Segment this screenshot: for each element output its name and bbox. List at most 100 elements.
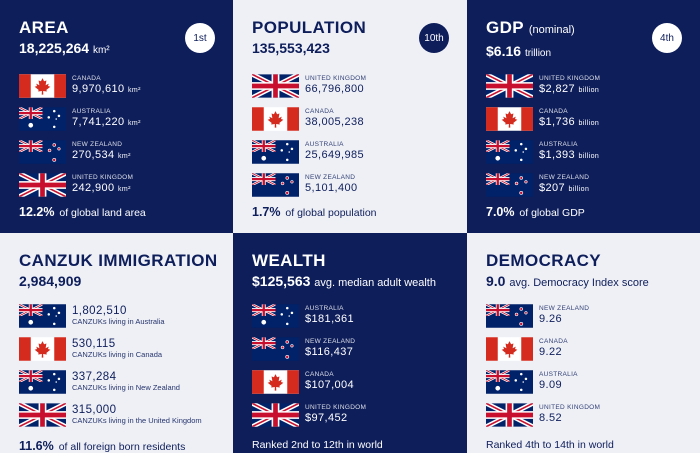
country-label: AUSTRALIA: [305, 140, 344, 148]
country-label: NEW ZEALAND: [72, 140, 123, 148]
immigration-panel: CANZUK IMMIGRATION 2,984,909 1,802,510 CA…: [0, 233, 233, 453]
population-panel: POPULATION 135,553,423 10th UNITED KINGD…: [233, 0, 467, 233]
country-value: 9.09: [539, 378, 563, 391]
country-label: UNITED KINGDOM: [305, 74, 367, 82]
country-list: UNITED KINGDOM 66,796,800 CANADA 38,005,23…: [252, 69, 463, 201]
panel-total: 2,984,909: [19, 273, 82, 289]
list-item: AUSTRALIA $181,361: [252, 299, 463, 332]
list-item: NEW ZEALAND 270,534 km²: [19, 135, 229, 168]
panel-footer: 7.0% of global GDP: [486, 205, 585, 219]
country-list: 1,802,510 CANZUKs living in Australia 530…: [19, 299, 229, 431]
list-item: UNITED KINGDOM $97,452: [252, 398, 463, 431]
united-kingdom-flag-icon: [486, 403, 533, 427]
country-list: AUSTRALIA $181,361 NEW ZEALAND $116,437 CA…: [252, 299, 463, 431]
total-caption: avg. median adult wealth: [314, 277, 436, 289]
country-list: UNITED KINGDOM $2,827 billion CANADA $1,73…: [486, 69, 696, 201]
new-zealand-flag-icon: [19, 140, 66, 164]
country-value: $181,361: [305, 312, 355, 325]
new-zealand-flag-icon: [252, 337, 299, 361]
united-kingdom-flag-icon: [252, 403, 299, 427]
total-unit: km²: [92, 45, 110, 56]
country-value: 66,796,800: [305, 82, 365, 95]
list-item: 337,284 CANZUKs living in New Zealand: [19, 365, 229, 398]
residents-value: 1,802,510: [72, 305, 127, 318]
canada-flag-icon: [19, 74, 66, 98]
country-label: CANADA: [539, 337, 568, 345]
list-item: AUSTRALIA $1,393 billion: [486, 135, 696, 168]
list-item: NEW ZEALAND $207 billion: [486, 168, 696, 201]
country-label: CANADA: [305, 107, 334, 115]
country-value: $97,452: [305, 411, 348, 424]
country-label: UNITED KINGDOM: [539, 403, 601, 411]
australia-flag-icon: [252, 304, 299, 328]
country-value: $116,437: [305, 345, 354, 358]
country-value: $1,393 billion: [539, 148, 600, 161]
list-item: AUSTRALIA 25,649,985: [252, 135, 463, 168]
united-kingdom-flag-icon: [19, 403, 66, 427]
united-kingdom-flag-icon: [252, 74, 299, 98]
country-value: $207 billion: [539, 181, 590, 194]
panel-title: GDP (nominal): [486, 18, 575, 37]
residents-desc: CANZUKs living in the United Kingdom: [72, 416, 202, 426]
panel-total: 135,553,423: [252, 40, 330, 56]
country-value: $2,827 billion: [539, 82, 600, 95]
country-value: 9,970,610 km²: [72, 82, 141, 95]
country-label: NEW ZEALAND: [539, 173, 590, 181]
united-kingdom-flag-icon: [486, 74, 533, 98]
country-value: 5,101,400: [305, 181, 358, 194]
residents-desc: CANZUKs living in Canada: [72, 350, 163, 360]
list-item: AUSTRALIA 7,741,220 km²: [19, 102, 229, 135]
total-value: 18,225,264: [19, 40, 90, 56]
list-item: NEW ZEALAND 9.26: [486, 299, 696, 332]
list-item: CANADA $107,004: [252, 365, 463, 398]
country-label: CANADA: [305, 370, 334, 378]
united-kingdom-flag-icon: [19, 173, 66, 197]
panel-total: 18,225,264 km²: [19, 40, 233, 59]
australia-flag-icon: [486, 140, 533, 164]
panel-total: 9.0 avg. Democracy Index score: [486, 273, 700, 291]
australia-flag-icon: [19, 304, 66, 328]
panel-total: $6.16 trillion: [486, 43, 700, 62]
canada-flag-icon: [486, 337, 533, 361]
total-unit: trillion: [524, 48, 552, 59]
country-label: AUSTRALIA: [305, 304, 344, 312]
total-value: 9.0: [486, 273, 506, 289]
list-item: UNITED KINGDOM 8.52: [486, 398, 696, 431]
residents-value: 337,284: [72, 371, 117, 384]
residents-value: 315,000: [72, 404, 117, 417]
total-value: $6.16: [486, 43, 522, 59]
area-panel: AREA 18,225,264 km² 1st CANADA 9,970,610 …: [0, 0, 233, 233]
panel-title: CANZUK IMMIGRATION: [19, 251, 218, 270]
country-label: CANADA: [72, 74, 101, 82]
canada-flag-icon: [252, 370, 299, 394]
list-item: CANADA $1,736 billion: [486, 102, 696, 135]
rank-badge: 4th: [652, 23, 682, 53]
panel-footer: 11.6% of all foreign born residents: [19, 439, 186, 453]
list-item: CANADA 9.22: [486, 332, 696, 365]
panel-footer: Ranked 4th to 14th in world: [486, 439, 614, 451]
canada-flag-icon: [252, 107, 299, 131]
panel-footer: Ranked 2nd to 12th in world: [252, 439, 383, 451]
australia-flag-icon: [486, 370, 533, 394]
country-value: 25,649,985: [305, 148, 365, 161]
country-label: UNITED KINGDOM: [72, 173, 134, 181]
list-item: UNITED KINGDOM 242,900 km²: [19, 168, 229, 201]
list-item: CANADA 38,005,238: [252, 102, 463, 135]
residents-desc: CANZUKs living in Australia: [72, 317, 165, 327]
canada-flag-icon: [19, 337, 66, 361]
country-label: NEW ZEALAND: [305, 173, 356, 181]
panel-footer: 1.7% of global population: [252, 205, 377, 219]
country-label: CANADA: [539, 107, 568, 115]
country-value: 8.52: [539, 411, 563, 424]
list-item: 315,000 CANZUKs living in the United King…: [19, 398, 229, 431]
panel-title: AREA: [19, 18, 69, 37]
country-value: $107,004: [305, 378, 355, 391]
list-item: 530,115 CANZUKs living in Canada: [19, 332, 229, 365]
country-label: AUSTRALIA: [72, 107, 111, 115]
country-value: 242,900 km²: [72, 181, 131, 194]
panel-title: DEMOCRACY: [486, 251, 602, 270]
country-list: CANADA 9,970,610 km² AUSTRALIA 7,741,220 k…: [19, 69, 229, 201]
country-value: 38,005,238: [305, 115, 365, 128]
list-item: UNITED KINGDOM $2,827 billion: [486, 69, 696, 102]
country-value: 270,534 km²: [72, 148, 131, 161]
